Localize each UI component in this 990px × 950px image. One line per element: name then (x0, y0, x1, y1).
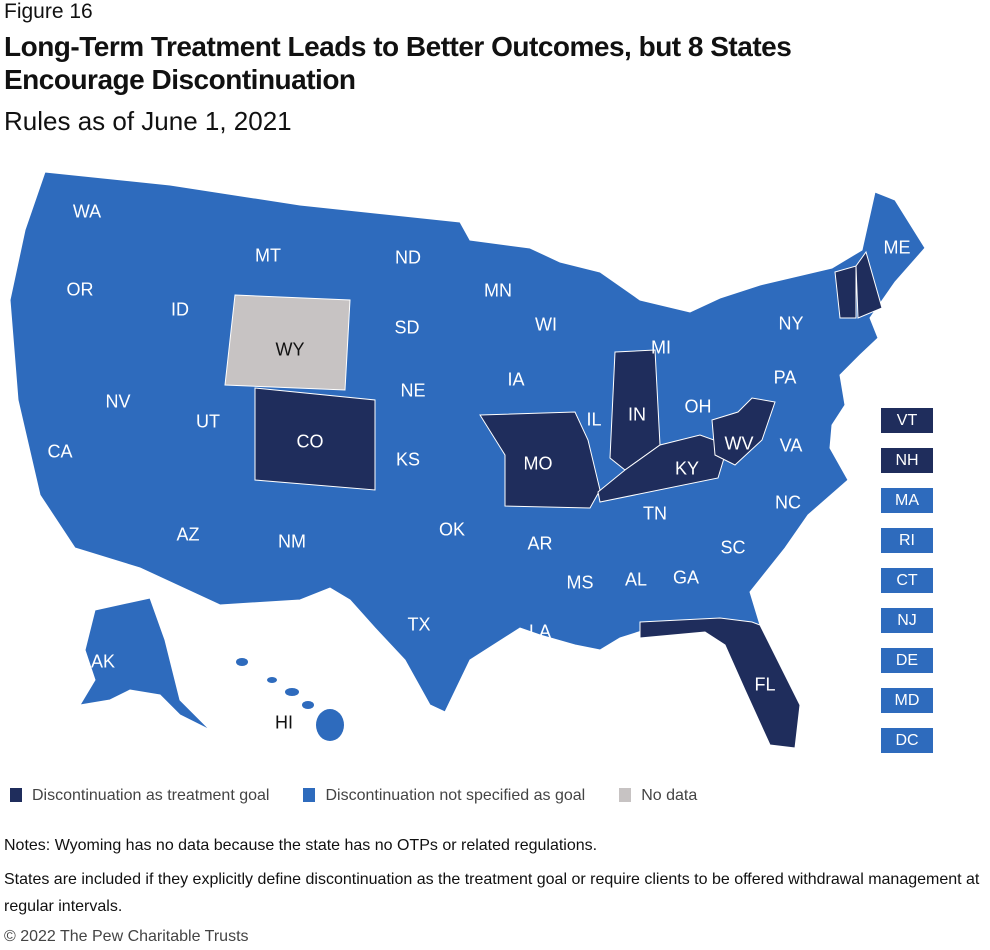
state-mo (479, 411, 601, 509)
state-label-id: ID (171, 299, 189, 320)
state-label-ak: AK (90, 651, 116, 672)
state-label-ut: UT (196, 411, 220, 432)
state-wy (224, 294, 351, 391)
state-label-ar: AR (527, 533, 553, 554)
legend-label: Discontinuation not specified as goal (325, 787, 586, 804)
figure-label: Figure 16 (4, 0, 93, 23)
legend-item-no-data: No data (619, 787, 697, 805)
state-label-in: IN (628, 404, 646, 425)
state-label-mo: MO (523, 453, 553, 474)
state-label-ny: NY (778, 313, 804, 334)
chart-title: Long-Term Treatment Leads to Better Outc… (4, 31, 792, 95)
state-label-tn: TN (643, 503, 667, 524)
state-label-al: AL (624, 569, 648, 590)
legend-swatch (303, 788, 316, 802)
legend-label: No data (641, 787, 698, 804)
state-label-ga: GA (672, 567, 700, 588)
state-label-il: IL (586, 409, 602, 430)
state-label-ok: OK (438, 519, 466, 540)
state-wv (711, 397, 776, 466)
state-label-la: LA (528, 621, 552, 642)
state-ak (79, 597, 211, 731)
state-label-az: AZ (176, 524, 200, 545)
small-state-nh: NH (881, 448, 933, 473)
state-nh (855, 250, 883, 319)
legend-swatch (10, 788, 22, 802)
state-label-fl: FL (754, 674, 776, 695)
state-label-va: VA (779, 435, 803, 456)
state-label-sd: SD (394, 317, 420, 338)
state-label-ca: CA (47, 441, 73, 462)
state-label-tx: TX (407, 614, 431, 635)
legend-label: Discontinuation as treatment goal (32, 787, 270, 804)
state-label-me: ME (883, 237, 911, 258)
state-vt (834, 265, 857, 319)
legend-swatch (619, 788, 632, 802)
chart-subtitle: Rules as of June 1, 2021 (4, 106, 292, 136)
state-label-co: CO (296, 431, 324, 452)
state-label-wv: WV (724, 433, 754, 454)
state-fl (639, 617, 801, 749)
state-label-pa: PA (773, 367, 797, 388)
small-state-md: MD (881, 688, 933, 713)
state-label-nc: NC (775, 492, 801, 513)
state-label-nd: ND (395, 247, 421, 268)
note-2: States are included if they explicitly d… (4, 871, 980, 915)
state-label-nv: NV (105, 391, 131, 412)
small-state-ma: MA (881, 488, 933, 513)
legend-item-goal: Discontinuation as treatment goal (10, 787, 269, 805)
state-label-oh: OH (684, 396, 712, 417)
state-label-ks: KS (395, 449, 421, 470)
small-state-ri: RI (881, 528, 933, 553)
small-state-nj: NJ (881, 608, 933, 633)
small-state-ct: CT (881, 568, 933, 593)
state-label-mn: MN (484, 280, 512, 301)
state-label-or: OR (66, 279, 94, 300)
state-hi (236, 658, 344, 741)
state-label-mi: MI (651, 337, 671, 358)
state-label-ia: IA (507, 369, 525, 390)
state-label-sc: SC (720, 537, 746, 558)
state-label-hi: HI (275, 712, 293, 733)
state-label-nm: NM (278, 531, 306, 552)
state-label-ne: NE (400, 380, 426, 401)
legend-item-not-specified: Discontinuation not specified as goal (303, 787, 585, 805)
small-state-vt: VT (881, 408, 933, 433)
note-1: Notes: Wyoming has no data because the s… (4, 837, 598, 854)
small-state-de: DE (881, 648, 933, 673)
state-label-wa: WA (72, 201, 102, 222)
legend: Discontinuation as treatment goal Discon… (10, 787, 697, 805)
state-label-wy: WY (275, 339, 305, 360)
state-label-ms: MS (566, 572, 594, 593)
state-label-ky: KY (674, 458, 700, 479)
state-label-mt: MT (255, 245, 281, 266)
copyright: © 2022 The Pew Charitable Trusts (4, 928, 249, 945)
state-co (254, 387, 376, 491)
small-state-dc: DC (881, 728, 933, 753)
state-label-wi: WI (535, 314, 557, 335)
